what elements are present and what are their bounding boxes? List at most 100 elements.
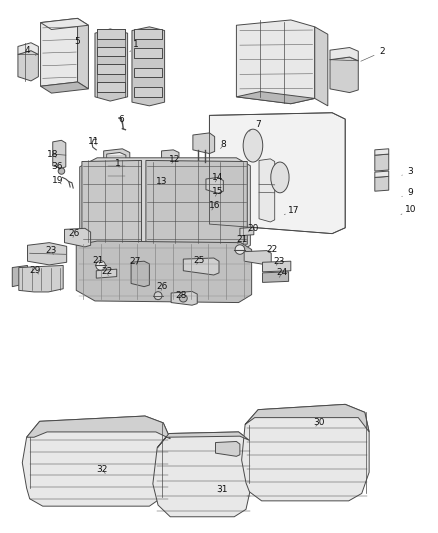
Polygon shape bbox=[53, 140, 66, 168]
Text: 5: 5 bbox=[74, 37, 81, 46]
Polygon shape bbox=[97, 64, 125, 74]
Polygon shape bbox=[18, 50, 39, 81]
Polygon shape bbox=[134, 49, 162, 58]
Text: 4: 4 bbox=[25, 46, 36, 55]
Polygon shape bbox=[107, 152, 126, 182]
Polygon shape bbox=[134, 29, 162, 38]
Polygon shape bbox=[41, 18, 78, 86]
Polygon shape bbox=[18, 43, 39, 54]
Text: 2: 2 bbox=[361, 47, 385, 61]
Polygon shape bbox=[206, 177, 223, 193]
Polygon shape bbox=[375, 149, 389, 155]
Text: 8: 8 bbox=[220, 140, 226, 149]
Text: 26: 26 bbox=[157, 282, 168, 291]
Polygon shape bbox=[237, 20, 315, 104]
Ellipse shape bbox=[154, 292, 162, 300]
Text: 21: 21 bbox=[236, 236, 247, 245]
Polygon shape bbox=[245, 405, 369, 432]
Polygon shape bbox=[95, 29, 127, 101]
Text: 23: 23 bbox=[273, 257, 285, 265]
Polygon shape bbox=[78, 18, 88, 89]
Polygon shape bbox=[262, 261, 291, 272]
Polygon shape bbox=[80, 158, 251, 254]
Polygon shape bbox=[12, 265, 28, 287]
Text: 10: 10 bbox=[401, 205, 416, 215]
Polygon shape bbox=[146, 160, 247, 244]
Text: 17: 17 bbox=[284, 206, 300, 215]
Polygon shape bbox=[330, 47, 358, 61]
Text: 3: 3 bbox=[402, 166, 413, 175]
Text: 14: 14 bbox=[212, 173, 224, 182]
Polygon shape bbox=[97, 82, 125, 92]
Text: 24: 24 bbox=[276, 268, 288, 277]
Polygon shape bbox=[131, 261, 149, 287]
Text: 26: 26 bbox=[69, 229, 80, 238]
Polygon shape bbox=[134, 68, 162, 77]
Polygon shape bbox=[162, 150, 179, 164]
Text: 36: 36 bbox=[51, 163, 63, 171]
Text: 21: 21 bbox=[92, 256, 104, 265]
Ellipse shape bbox=[96, 261, 106, 270]
Ellipse shape bbox=[58, 168, 65, 174]
Text: 27: 27 bbox=[130, 257, 141, 265]
Text: 1: 1 bbox=[115, 159, 121, 167]
Text: 12: 12 bbox=[169, 155, 180, 164]
Text: 16: 16 bbox=[209, 201, 220, 210]
Text: 18: 18 bbox=[47, 150, 59, 159]
Ellipse shape bbox=[235, 245, 245, 254]
Text: 23: 23 bbox=[46, 246, 57, 255]
Text: 29: 29 bbox=[30, 266, 41, 275]
Text: 30: 30 bbox=[313, 418, 325, 427]
Polygon shape bbox=[315, 27, 328, 106]
Polygon shape bbox=[153, 432, 252, 517]
Polygon shape bbox=[244, 251, 271, 265]
Polygon shape bbox=[132, 27, 165, 106]
Text: 7: 7 bbox=[250, 120, 261, 131]
Polygon shape bbox=[209, 113, 345, 233]
Text: 13: 13 bbox=[156, 177, 167, 186]
Polygon shape bbox=[41, 18, 88, 29]
Polygon shape bbox=[330, 57, 358, 93]
Text: 31: 31 bbox=[217, 484, 228, 494]
Polygon shape bbox=[64, 228, 91, 247]
Ellipse shape bbox=[271, 162, 289, 193]
Polygon shape bbox=[242, 405, 369, 501]
Polygon shape bbox=[22, 416, 170, 506]
Polygon shape bbox=[97, 46, 125, 56]
Ellipse shape bbox=[243, 129, 263, 162]
Text: 1: 1 bbox=[130, 41, 139, 52]
Polygon shape bbox=[76, 241, 252, 303]
Text: 9: 9 bbox=[402, 188, 413, 197]
Polygon shape bbox=[240, 227, 254, 236]
Polygon shape bbox=[215, 441, 240, 456]
Text: 22: 22 bbox=[101, 268, 112, 276]
Polygon shape bbox=[96, 269, 117, 278]
Text: 19: 19 bbox=[52, 176, 64, 185]
Text: 20: 20 bbox=[247, 224, 258, 233]
Polygon shape bbox=[184, 258, 219, 275]
Polygon shape bbox=[375, 176, 389, 191]
Ellipse shape bbox=[180, 295, 187, 302]
Text: 25: 25 bbox=[194, 256, 205, 265]
Polygon shape bbox=[157, 432, 250, 448]
Polygon shape bbox=[97, 29, 125, 38]
Polygon shape bbox=[27, 416, 170, 439]
Polygon shape bbox=[375, 171, 389, 177]
Polygon shape bbox=[171, 292, 197, 305]
Polygon shape bbox=[259, 159, 275, 222]
Polygon shape bbox=[19, 265, 63, 292]
Polygon shape bbox=[28, 243, 67, 265]
Polygon shape bbox=[375, 154, 389, 171]
Text: 6: 6 bbox=[118, 115, 124, 124]
Polygon shape bbox=[193, 133, 215, 154]
Polygon shape bbox=[134, 87, 162, 97]
Text: 11: 11 bbox=[88, 138, 100, 147]
Polygon shape bbox=[82, 160, 141, 243]
Polygon shape bbox=[104, 149, 130, 186]
Polygon shape bbox=[262, 272, 289, 282]
Polygon shape bbox=[237, 92, 315, 104]
Text: 22: 22 bbox=[266, 245, 278, 254]
Text: 15: 15 bbox=[212, 187, 224, 196]
Text: 28: 28 bbox=[175, 291, 187, 300]
Polygon shape bbox=[41, 82, 88, 93]
